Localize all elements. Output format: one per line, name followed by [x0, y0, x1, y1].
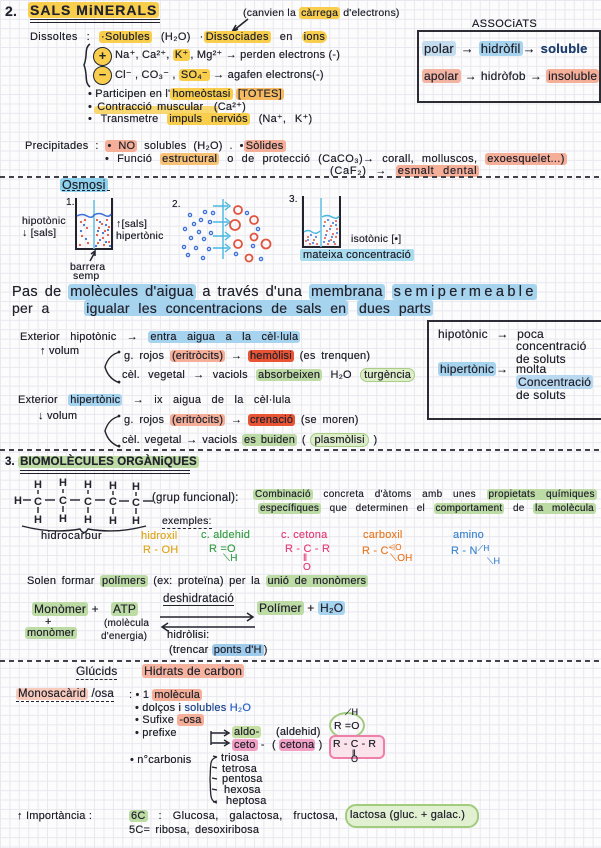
svg-text:H: H — [132, 481, 140, 493]
svg-text:C: C — [109, 496, 117, 508]
svg-text:H: H — [59, 477, 67, 489]
svg-text:H: H — [84, 479, 92, 491]
svg-text:H: H — [109, 515, 117, 527]
svg-text:H: H — [34, 514, 42, 526]
svg-text:H: H — [59, 513, 67, 525]
svg-text:H: H — [34, 479, 42, 491]
svg-text:C: C — [34, 496, 42, 508]
svg-text:H: H — [14, 495, 22, 507]
svg-text:C: C — [84, 496, 92, 508]
svg-text:C: C — [132, 497, 140, 509]
svg-text:H: H — [132, 515, 140, 527]
svg-text:C: C — [59, 495, 67, 507]
svg-text:H: H — [109, 480, 117, 492]
svg-text:H: H — [84, 514, 92, 526]
